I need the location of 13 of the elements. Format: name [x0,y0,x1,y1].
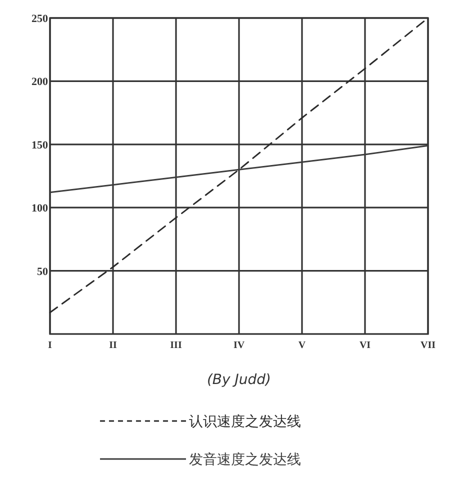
y-tick-label: 200 [32,76,48,88]
y-tick-label: 100 [32,202,48,215]
text: (By Judd) [206,372,272,388]
x-tick-label: V [298,340,306,351]
x-tick-label: VII [420,340,436,351]
y-tick-label: 150 [32,139,48,152]
x-tick-label: VI [359,340,371,351]
x-tick-label: I [48,340,52,351]
y-tick-label: 250 [32,13,48,25]
x-tick-label: II [109,340,117,351]
x-tick-label: III [170,340,182,351]
y-tick-label: 50 [37,266,48,278]
x-tick-label: IV [233,340,246,351]
